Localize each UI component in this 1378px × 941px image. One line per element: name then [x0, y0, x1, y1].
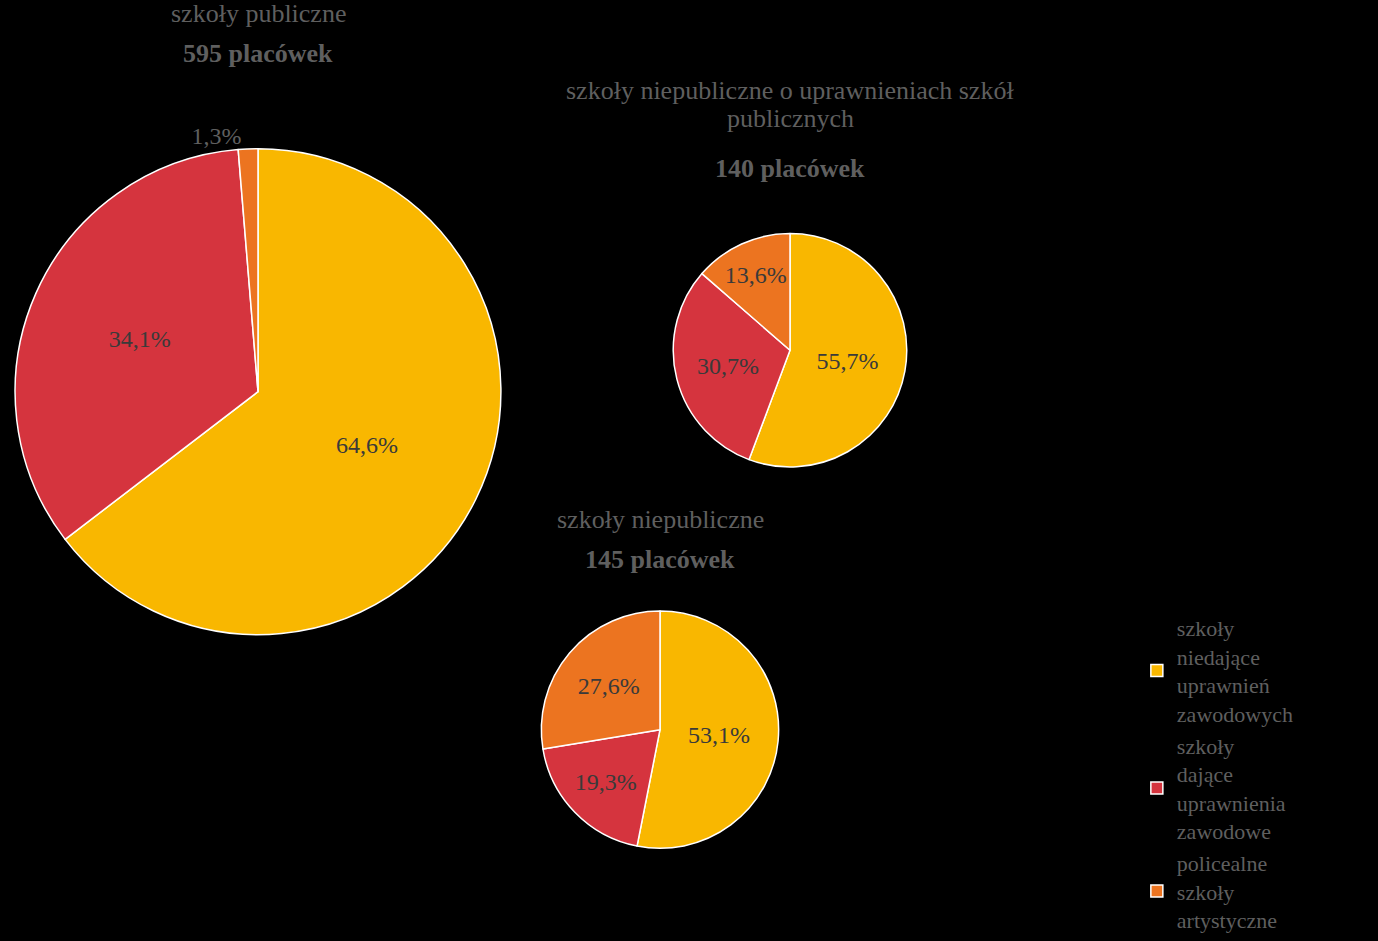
svg-text:1,3%: 1,3%	[192, 123, 242, 149]
svg-text:szkoły niepubliczne o uprawnie: szkoły niepubliczne o uprawnieniach szkó…	[566, 76, 1014, 105]
svg-text:publicznych: publicznych	[727, 104, 854, 133]
svg-text:140 placówek: 140 placówek	[715, 154, 865, 183]
svg-text:55,7%: 55,7%	[816, 348, 878, 374]
svg-text:szkołyniedająceuprawnieńzawodo: szkołyniedająceuprawnieńzawodowych	[1177, 616, 1293, 727]
svg-text:szkołydająceuprawnieniazawodow: szkołydająceuprawnieniazawodowe	[1177, 734, 1286, 845]
svg-text:szkoły publiczne: szkoły publiczne	[171, 0, 346, 28]
svg-text:53,1%: 53,1%	[688, 722, 750, 748]
svg-text:30,7%: 30,7%	[697, 353, 759, 379]
svg-text:policealneszkołyartystyczne: policealneszkołyartystyczne	[1177, 851, 1277, 933]
svg-text:595 placówek: 595 placówek	[183, 39, 333, 68]
svg-text:13,6%: 13,6%	[725, 262, 787, 288]
svg-text:34,1%: 34,1%	[109, 326, 171, 352]
svg-text:145 placówek: 145 placówek	[585, 545, 735, 574]
svg-text:szkoły niepubliczne: szkoły niepubliczne	[557, 505, 764, 534]
svg-text:27,6%: 27,6%	[578, 673, 640, 699]
svg-text:19,3%: 19,3%	[575, 769, 637, 795]
svg-text:64,6%: 64,6%	[336, 432, 398, 458]
